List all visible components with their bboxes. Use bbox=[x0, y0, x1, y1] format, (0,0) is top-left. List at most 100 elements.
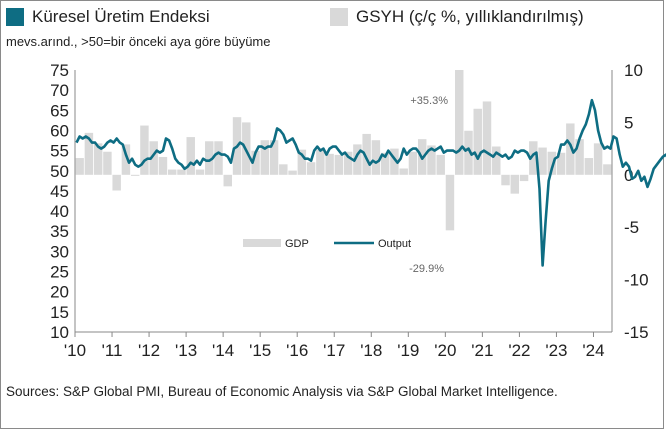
legend-gdp-label: GDP bbox=[285, 238, 309, 250]
x-tick-label: '13 bbox=[175, 341, 197, 360]
gdp-bar bbox=[529, 141, 538, 175]
gdp-bar bbox=[269, 140, 279, 175]
left-series-legend: Küresel Üretim Endeksi bbox=[32, 7, 210, 26]
gdp-bar bbox=[167, 169, 177, 175]
gdp-bar bbox=[455, 70, 464, 175]
gdp-bar bbox=[297, 149, 307, 175]
gdp-bar bbox=[130, 174, 140, 176]
right-tick-label: -10 bbox=[624, 271, 649, 290]
chart-plot: 1015202530354045505560657075-15-10-50510… bbox=[50, 61, 666, 360]
left-tick-label: 60 bbox=[50, 121, 69, 140]
gdp-bar bbox=[362, 133, 371, 175]
gdp-bar bbox=[575, 139, 584, 175]
x-tick-label: '16 bbox=[286, 341, 308, 360]
x-tick-label: '20 bbox=[434, 341, 456, 360]
gdp-bar bbox=[158, 156, 168, 175]
legend-output-label: Output bbox=[378, 238, 411, 250]
x-tick-label: '18 bbox=[360, 341, 382, 360]
left-tick-label: 70 bbox=[50, 81, 69, 100]
output-line bbox=[75, 98, 666, 267]
right-tick-label: 0 bbox=[624, 166, 633, 185]
gdp-bar bbox=[390, 148, 399, 175]
gdp-bar bbox=[380, 152, 390, 175]
gdp-bar bbox=[260, 140, 270, 175]
x-tick-label: '23 bbox=[545, 341, 567, 360]
left-tick-label: 15 bbox=[50, 303, 69, 322]
left-tick-label: 35 bbox=[50, 222, 69, 241]
left-tick-label: 40 bbox=[50, 202, 69, 221]
gdp-bar bbox=[538, 147, 547, 175]
gdp-bar bbox=[510, 174, 520, 194]
gdp-bar bbox=[566, 123, 575, 175]
gdp-bar bbox=[251, 150, 260, 175]
left-tick-label: 55 bbox=[50, 142, 69, 161]
left-tick-label: 30 bbox=[50, 242, 69, 261]
x-tick-label: '14 bbox=[212, 341, 234, 360]
gdp-bar bbox=[519, 174, 529, 182]
top-legend: Küresel Üretim Endeksi GSYH (ç/ç %, yıll… bbox=[6, 6, 660, 30]
gdp-bar bbox=[103, 151, 112, 175]
gdp-bar bbox=[427, 145, 436, 175]
x-tick-label: '24 bbox=[582, 341, 604, 360]
x-tick-label: '15 bbox=[249, 341, 271, 360]
gdp-bar bbox=[316, 149, 325, 175]
gdp-bar bbox=[473, 108, 482, 175]
left-tick-label: 20 bbox=[50, 283, 69, 302]
gdp-bar bbox=[223, 174, 232, 187]
gdp-bar bbox=[306, 162, 316, 175]
gdp-bar bbox=[288, 170, 297, 175]
gdp-bar bbox=[445, 174, 455, 231]
gdp-bar bbox=[371, 140, 381, 175]
gdp-bar bbox=[84, 132, 94, 175]
gdp-bar bbox=[177, 169, 186, 175]
chart-subtitle: mevs.arınd., >50=bir önceki aya göre büy… bbox=[6, 34, 271, 49]
gdp-bar bbox=[279, 164, 288, 175]
gdp-bar bbox=[205, 141, 214, 175]
left-tick-label: 75 bbox=[50, 61, 69, 80]
gdp-bar bbox=[556, 152, 566, 175]
left-tick-label: 65 bbox=[50, 101, 69, 120]
legend-gdp-swatch bbox=[243, 239, 281, 247]
gdp-bar bbox=[436, 154, 445, 175]
gdp-bar bbox=[75, 158, 84, 175]
sources-note: Sources: S&P Global PMI, Bureau of Econo… bbox=[6, 384, 558, 399]
x-tick-label: '19 bbox=[397, 341, 419, 360]
gdp-bar bbox=[325, 153, 334, 175]
gdp-bar bbox=[149, 141, 158, 175]
left-tick-label: 10 bbox=[50, 323, 69, 342]
right-tick-label: -15 bbox=[624, 323, 649, 342]
gdp-bar bbox=[195, 169, 205, 175]
right-tick-label: -5 bbox=[624, 218, 639, 237]
gdp-bar bbox=[464, 130, 473, 175]
gdp-bar bbox=[603, 164, 612, 175]
right-tick-label: 10 bbox=[624, 61, 643, 80]
right-series-legend: GSYH (ç/ç %, yıllıklandırılmış) bbox=[356, 7, 584, 26]
gdp-peak-annotation: +35.3% bbox=[410, 95, 448, 107]
gdp-bar bbox=[343, 151, 353, 175]
right-tick-label: 5 bbox=[624, 113, 633, 132]
gdp-bar bbox=[353, 144, 362, 175]
x-tick-label: '17 bbox=[323, 341, 345, 360]
gdp-bar bbox=[399, 168, 408, 175]
gdp-bar bbox=[112, 174, 121, 191]
left-tick-label: 25 bbox=[50, 263, 69, 282]
gdp-bar bbox=[186, 137, 195, 175]
x-tick-label: '12 bbox=[138, 341, 160, 360]
left-tick-label: 45 bbox=[50, 182, 69, 201]
gdp-bar bbox=[140, 125, 149, 175]
gdp-bar bbox=[408, 151, 418, 175]
gdp-bar bbox=[547, 151, 557, 175]
left-tick-label: 50 bbox=[50, 162, 69, 181]
x-tick-label: '21 bbox=[471, 341, 493, 360]
gdp-trough-annotation: -29.9% bbox=[409, 263, 444, 275]
gdp-bar bbox=[593, 143, 603, 175]
x-tick-label: '22 bbox=[508, 341, 530, 360]
gdp-bar bbox=[93, 143, 103, 175]
gdp-bar bbox=[492, 146, 501, 175]
gdp-bar bbox=[584, 158, 594, 175]
gdp-bar bbox=[482, 101, 492, 175]
right-series-swatch bbox=[330, 8, 348, 26]
gdp-bar bbox=[501, 174, 510, 186]
gdp-bar bbox=[334, 154, 344, 175]
gdp-bar bbox=[214, 141, 223, 175]
